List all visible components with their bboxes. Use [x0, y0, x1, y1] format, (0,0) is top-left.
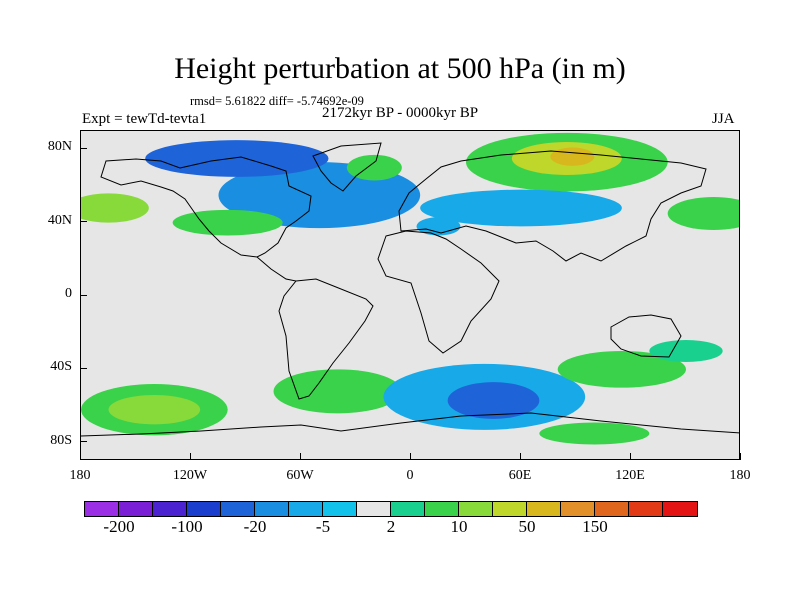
x-tick — [739, 453, 741, 460]
colorbar-label: -100 — [171, 517, 203, 536]
coastline-central-america — [256, 256, 297, 282]
season-label: JJA — [712, 111, 735, 127]
x-tick — [409, 453, 411, 460]
y-tick-label: 0 — [65, 286, 72, 301]
map-plot — [80, 130, 740, 460]
x-tick — [79, 453, 81, 460]
colorbar-segment — [663, 502, 697, 516]
colorbar-segment — [323, 502, 357, 516]
plot-title: Height perturbation at 500 hPa (in m) — [174, 52, 626, 85]
colorbar-segment — [289, 502, 323, 516]
colorbar-segment — [629, 502, 663, 516]
anomaly-australia-high — [649, 340, 723, 362]
coastline-australia — [610, 314, 682, 358]
x-tick — [519, 453, 521, 460]
x-tick-label: 60W — [286, 468, 314, 483]
anomaly-north-pacific-high — [81, 193, 149, 223]
y-tick — [80, 294, 87, 296]
stats-label: rmsd= 5.61822 diff= -5.74692e-09 — [190, 94, 364, 108]
colorbar-segment — [255, 502, 289, 516]
colorbar-segment — [119, 502, 153, 516]
colorbar-segment — [187, 502, 221, 516]
y-tick-label: 80N — [47, 139, 72, 155]
colorbar-segment — [357, 502, 391, 516]
x-tick-label: 180 — [69, 468, 91, 483]
anomaly-asia-low — [420, 189, 622, 227]
colorbar-label: -5 — [315, 517, 331, 536]
colorbar-label: 150 — [582, 517, 608, 536]
x-tick-label: 120E — [615, 468, 645, 483]
map-canvas — [81, 132, 739, 445]
x-tick-label: 180 — [729, 468, 751, 483]
colorbar — [84, 501, 698, 517]
anomaly-arctic-canada-low — [145, 140, 329, 177]
colorbar-segment — [425, 502, 459, 516]
x-tick-label: 0 — [406, 468, 414, 483]
colorbar-segment — [85, 502, 119, 516]
y-tick-label: 40N — [47, 212, 72, 228]
colorbar-segment — [221, 502, 255, 516]
coastline-south-america — [278, 278, 374, 400]
coastline-africa — [377, 230, 500, 354]
x-tick — [189, 453, 191, 460]
period-label: 2172kyr BP - 0000kyr BP — [322, 105, 479, 121]
colorbar-segment — [153, 502, 187, 516]
coastline-greenland — [312, 142, 382, 192]
colorbar-segment — [595, 502, 629, 516]
anomaly-siberia-high-peak — [550, 147, 595, 166]
coastline-north-america — [100, 156, 312, 258]
y-tick-label: 40S — [50, 359, 72, 375]
colorbar-label: -200 — [103, 517, 135, 536]
x-tick-label: 60E — [508, 468, 532, 483]
anomaly-south-atlantic-high — [273, 369, 402, 414]
colorbar-label: 2 — [386, 517, 396, 536]
x-tick — [629, 453, 631, 460]
experiment-label: Expt = tewTd-tevta1 — [82, 111, 207, 127]
coastline-eurasia — [398, 150, 707, 262]
colorbar-segment — [561, 502, 595, 516]
colorbar-segment — [391, 502, 425, 516]
colorbar-label: -20 — [243, 517, 267, 536]
y-tick-label: 80S — [50, 432, 72, 448]
y-tick — [80, 221, 87, 223]
anomaly-south-pacific-high-core — [108, 395, 201, 425]
coastline-antarctica — [81, 412, 739, 437]
anomaly-north-america-high — [172, 209, 283, 236]
colorbar-segment — [493, 502, 527, 516]
anomaly-antarctic-high — [539, 422, 650, 445]
anomaly-nw-pacific-high — [667, 197, 739, 230]
anomaly-southern-ocean-low-core — [447, 382, 540, 419]
colorbar-segment — [459, 502, 493, 516]
y-tick — [80, 367, 87, 369]
y-tick — [80, 147, 87, 149]
colorbar-label: 50 — [518, 517, 536, 536]
x-tick — [299, 453, 301, 460]
x-tick-label: 120W — [172, 468, 208, 483]
anomaly-indian-ocean-high — [557, 351, 686, 388]
colorbar-label: 10 — [450, 517, 468, 536]
colorbar-segment — [527, 502, 561, 516]
anomaly-greenland-high — [346, 154, 402, 181]
y-tick — [80, 441, 87, 443]
